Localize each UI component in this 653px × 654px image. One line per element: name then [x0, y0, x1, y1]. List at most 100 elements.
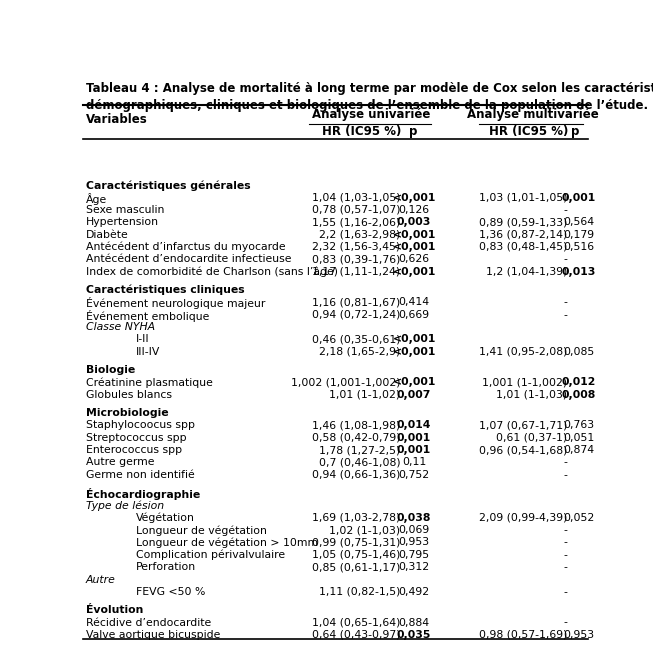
- Text: 2,2 (1,63-2,98): 2,2 (1,63-2,98): [319, 230, 400, 239]
- Text: 0,035: 0,035: [397, 630, 431, 640]
- Text: 0,94 (0,72-1,24): 0,94 (0,72-1,24): [312, 309, 400, 320]
- Text: 1,05 (0,75-1,46): 1,05 (0,75-1,46): [312, 550, 400, 560]
- Text: 2,09 (0,99-4,39): 2,09 (0,99-4,39): [479, 513, 567, 523]
- Text: Antécédent d’infarctus du myocarde: Antécédent d’infarctus du myocarde: [86, 242, 285, 252]
- Text: Diabète: Diabète: [86, 230, 129, 239]
- Text: 0,752: 0,752: [398, 470, 430, 480]
- Text: 0,126: 0,126: [398, 205, 430, 215]
- Text: 1,07 (0,67-1,71): 1,07 (0,67-1,71): [479, 421, 567, 430]
- Text: -: -: [564, 617, 567, 628]
- Text: 0,013: 0,013: [562, 267, 596, 277]
- Text: Complication périvalvulaire: Complication périvalvulaire: [136, 550, 285, 560]
- Text: Âge: Âge: [86, 192, 107, 205]
- Text: HR (IC95 %): HR (IC95 %): [488, 125, 568, 138]
- Text: Caractéristiques générales: Caractéristiques générales: [86, 181, 250, 191]
- Text: Récidive d’endocardite: Récidive d’endocardite: [86, 617, 211, 628]
- Text: 1,2 (1,04-1,39): 1,2 (1,04-1,39): [486, 267, 567, 277]
- Text: 0,83 (0,48-1,45): 0,83 (0,48-1,45): [479, 242, 567, 252]
- Text: 0,492: 0,492: [398, 587, 430, 597]
- Text: -: -: [564, 309, 567, 320]
- Text: -: -: [564, 587, 567, 597]
- Text: 0,78 (0,57-1,07): 0,78 (0,57-1,07): [312, 205, 400, 215]
- Text: III-IV: III-IV: [136, 347, 161, 356]
- Text: 1,78 (1,27-2,5): 1,78 (1,27-2,5): [319, 445, 400, 455]
- Text: -: -: [564, 550, 567, 560]
- Text: Analyse multivariée: Analyse multivariée: [468, 108, 599, 121]
- Text: -: -: [564, 254, 567, 264]
- Text: Événement embolique: Événement embolique: [86, 309, 209, 322]
- Text: 0,98 (0,57-1,69): 0,98 (0,57-1,69): [479, 630, 567, 640]
- Text: 0,7 (0,46-1,08): 0,7 (0,46-1,08): [319, 457, 400, 468]
- Text: <0,001: <0,001: [392, 267, 436, 277]
- Text: Caractéristiques cliniques: Caractéristiques cliniques: [86, 285, 244, 296]
- Text: Classe NYHA: Classe NYHA: [86, 322, 155, 332]
- Text: Globules blancs: Globules blancs: [86, 390, 172, 400]
- Text: <0,001: <0,001: [392, 192, 436, 203]
- Text: 1,11 (0,82-1,5): 1,11 (0,82-1,5): [319, 587, 400, 597]
- Text: 1,41 (0,95-2,08): 1,41 (0,95-2,08): [479, 347, 567, 356]
- Text: 1,46 (1,08-1,98): 1,46 (1,08-1,98): [312, 421, 400, 430]
- Text: 1,17 (1,11-1,24): 1,17 (1,11-1,24): [312, 267, 400, 277]
- Text: 0,96 (0,54-1,68): 0,96 (0,54-1,68): [479, 445, 567, 455]
- Text: Index de comorbidité de Charlson (sans l’âge): Index de comorbidité de Charlson (sans l…: [86, 267, 338, 277]
- Text: <0,001: <0,001: [392, 242, 436, 252]
- Text: 0,008: 0,008: [562, 390, 596, 400]
- Text: -: -: [564, 538, 567, 547]
- Text: Germe non identifié: Germe non identifié: [86, 470, 195, 480]
- Text: 1,36 (0,87-2,14): 1,36 (0,87-2,14): [479, 230, 567, 239]
- Text: 1,01 (1-1,03): 1,01 (1-1,03): [496, 390, 567, 400]
- Text: 0,83 (0,39-1,76): 0,83 (0,39-1,76): [312, 254, 400, 264]
- Text: 1,02 (1-1,03): 1,02 (1-1,03): [329, 525, 400, 535]
- Text: Antécédent d’endocardite infectieuse: Antécédent d’endocardite infectieuse: [86, 254, 291, 264]
- Text: HR (IC95 %): HR (IC95 %): [321, 125, 401, 138]
- Text: 0,014: 0,014: [397, 421, 431, 430]
- Text: Autre germe: Autre germe: [86, 457, 154, 468]
- Text: 0,795: 0,795: [398, 550, 430, 560]
- Text: Staphylocoocus spp: Staphylocoocus spp: [86, 421, 195, 430]
- Text: Longueur de végétation: Longueur de végétation: [136, 525, 267, 536]
- Text: 0,626: 0,626: [398, 254, 430, 264]
- Text: Tableau 4 : Analyse de mortalité à long terme par modèle de Cox selon les caract: Tableau 4 : Analyse de mortalité à long …: [86, 82, 653, 95]
- Text: 0,669: 0,669: [398, 309, 430, 320]
- Text: Végétation: Végétation: [136, 513, 195, 523]
- Text: <0,001: <0,001: [392, 230, 436, 239]
- Text: 0,007: 0,007: [397, 390, 431, 400]
- Text: Échocardiographie: Échocardiographie: [86, 488, 200, 500]
- Text: 0,58 (0,42-0,79): 0,58 (0,42-0,79): [312, 433, 400, 443]
- Text: 0,516: 0,516: [564, 242, 595, 252]
- Text: 0,953: 0,953: [398, 538, 430, 547]
- Text: Autre: Autre: [86, 574, 116, 585]
- Text: Valve aortique bicuspide: Valve aortique bicuspide: [86, 630, 220, 640]
- Text: Événement neurologique majeur: Événement neurologique majeur: [86, 298, 265, 309]
- Text: 1,55 (1,16-2,06): 1,55 (1,16-2,06): [312, 217, 400, 227]
- Text: Créatinine plasmatique: Créatinine plasmatique: [86, 377, 212, 388]
- Text: Streptococcus spp: Streptococcus spp: [86, 433, 186, 443]
- Text: Perforation: Perforation: [136, 562, 197, 572]
- Text: <0,001: <0,001: [392, 377, 436, 387]
- Text: 0,414: 0,414: [398, 298, 430, 307]
- Text: 1,16 (0,81-1,67): 1,16 (0,81-1,67): [312, 298, 400, 307]
- Text: 2,18 (1,65-2,9): 2,18 (1,65-2,9): [319, 347, 400, 356]
- Text: 0,051: 0,051: [564, 433, 595, 443]
- Text: 0,069: 0,069: [398, 525, 430, 535]
- Text: 0,99 (0,75-1,31): 0,99 (0,75-1,31): [312, 538, 400, 547]
- Text: 0,953: 0,953: [564, 630, 595, 640]
- Text: Microbiologie: Microbiologie: [86, 408, 168, 418]
- Text: 0,001: 0,001: [397, 433, 431, 443]
- Text: 0,64 (0,43-0,97): 0,64 (0,43-0,97): [312, 630, 400, 640]
- Text: 0,564: 0,564: [564, 217, 595, 227]
- Text: 0,11: 0,11: [402, 457, 426, 468]
- Text: 0,874: 0,874: [564, 445, 595, 455]
- Text: -: -: [564, 470, 567, 480]
- Text: 0,085: 0,085: [564, 347, 595, 356]
- Text: p: p: [571, 125, 579, 138]
- Text: Biologie: Biologie: [86, 365, 135, 375]
- Text: Sexe masculin: Sexe masculin: [86, 205, 164, 215]
- Text: 1,04 (1,03-1,05): 1,04 (1,03-1,05): [312, 192, 400, 203]
- Text: Évolution: Évolution: [86, 605, 143, 615]
- Text: 0,012: 0,012: [562, 377, 596, 387]
- Text: 1,03 (1,01-1,05): 1,03 (1,01-1,05): [479, 192, 567, 203]
- Text: 1,69 (1,03-2,78): 1,69 (1,03-2,78): [312, 513, 400, 523]
- Text: 0,85 (0,61-1,17): 0,85 (0,61-1,17): [312, 562, 400, 572]
- Text: 1,01 (1-1,02): 1,01 (1-1,02): [329, 390, 400, 400]
